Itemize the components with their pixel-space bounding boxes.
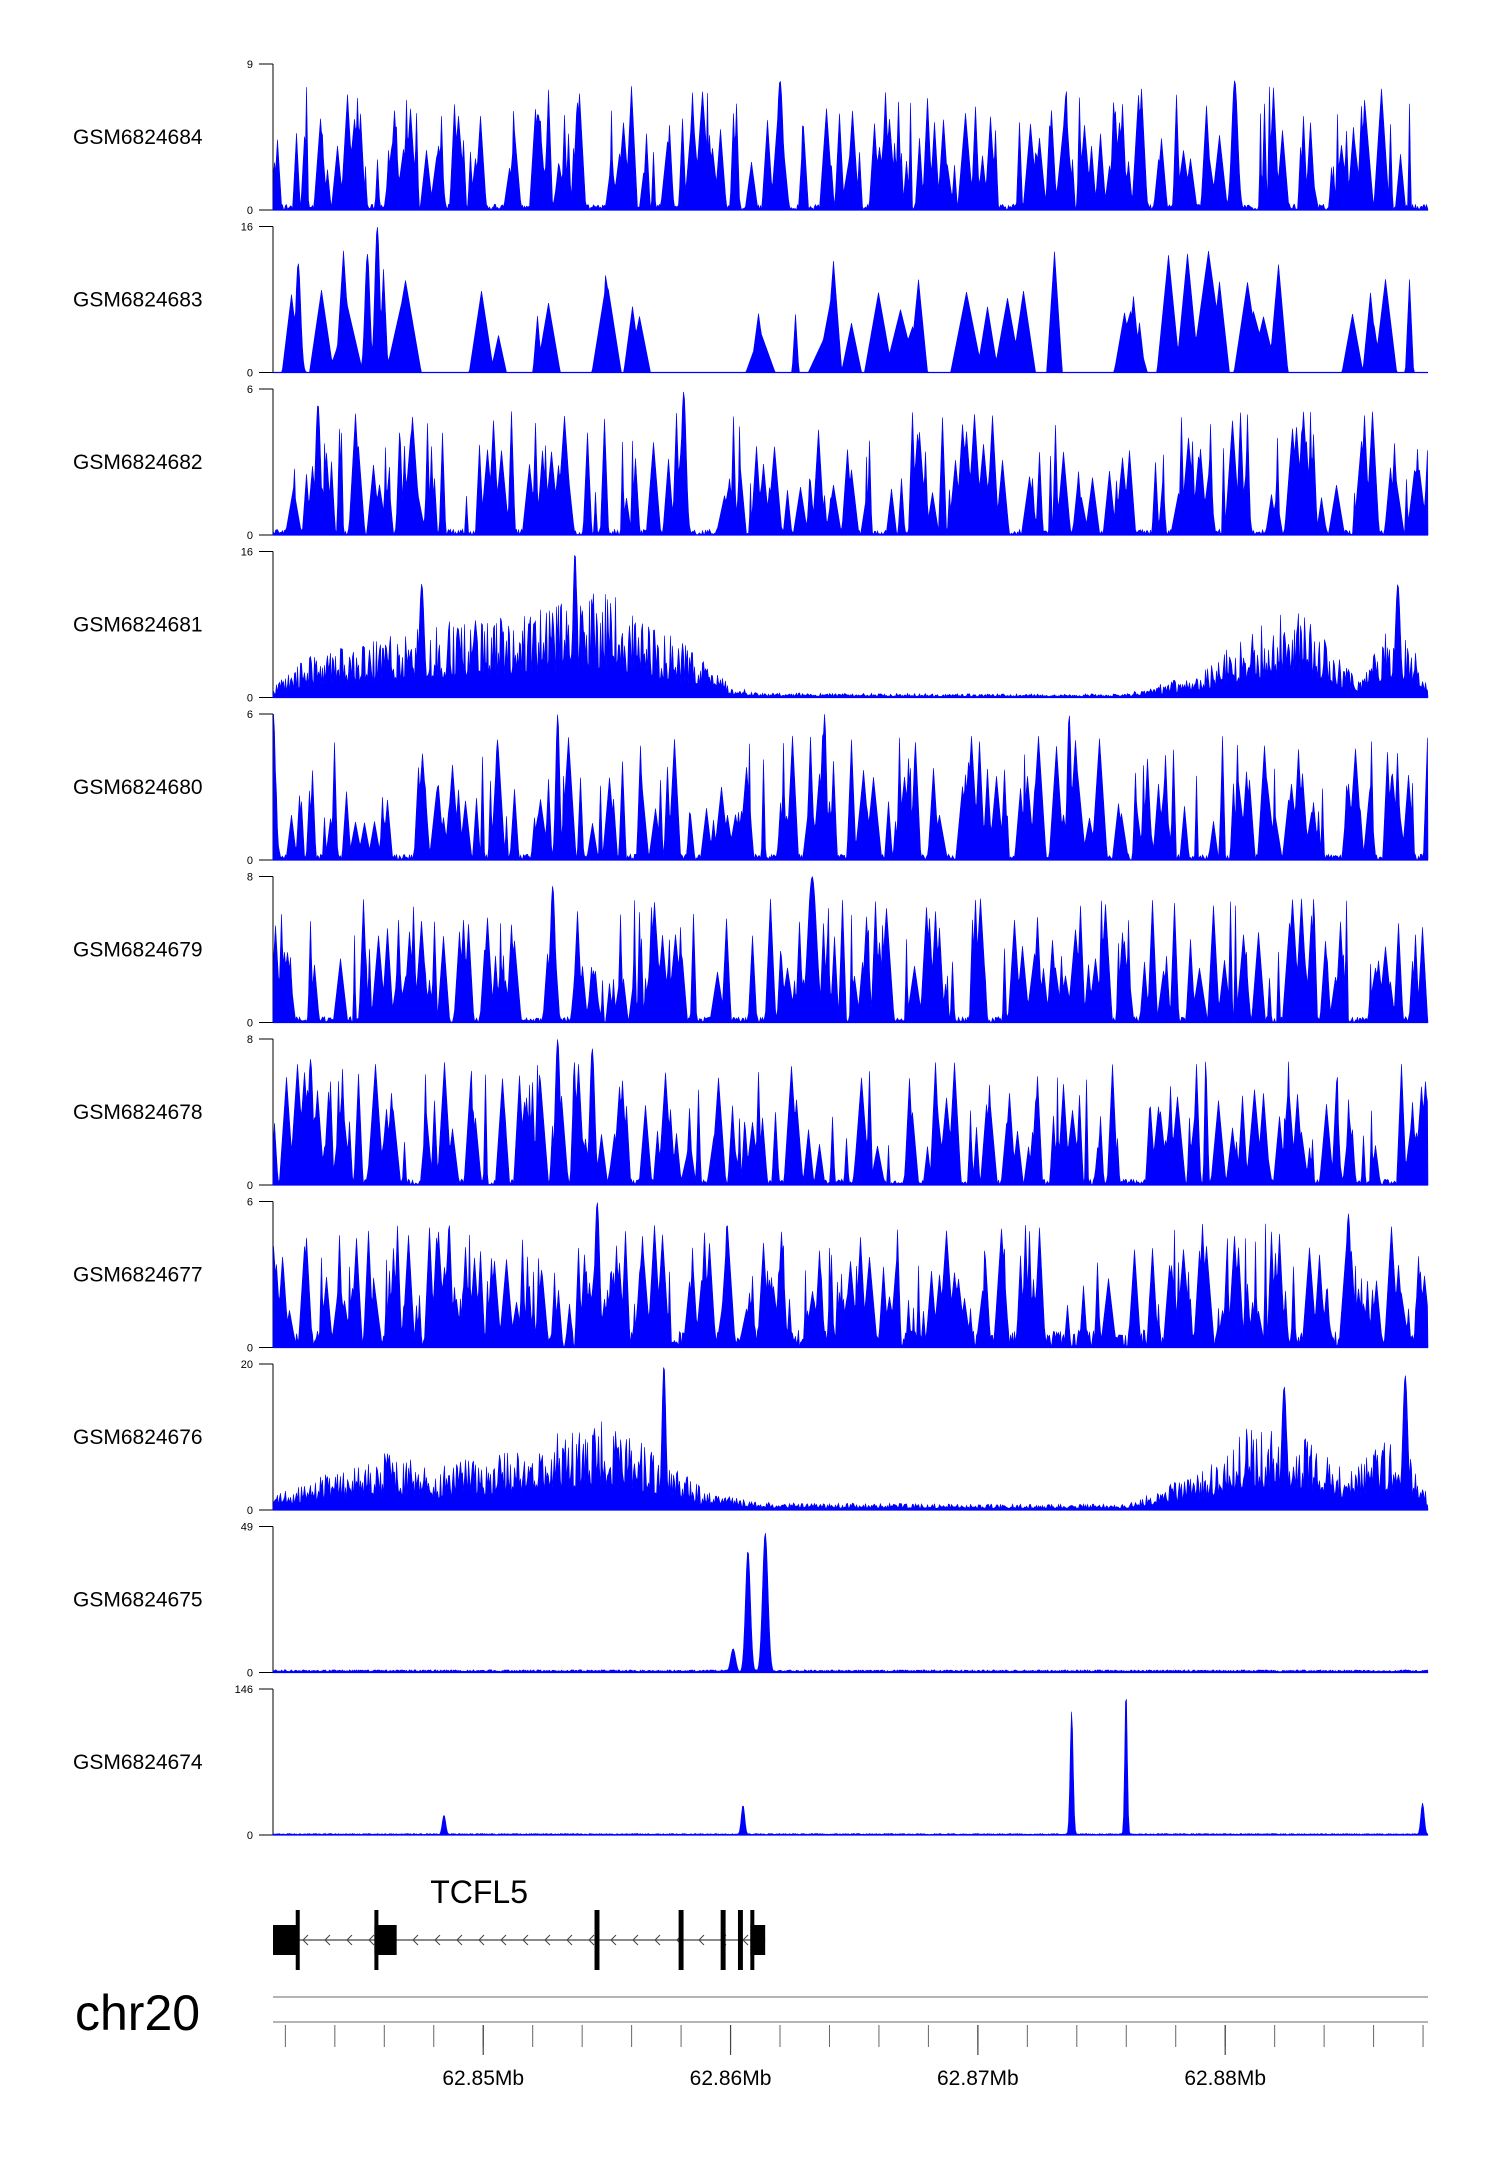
track-ymin-label: 0 bbox=[247, 1668, 253, 1680]
track-ymax-label: 49 bbox=[241, 1522, 253, 1534]
track-GSM6824684: GSM6824684 9 0 bbox=[73, 59, 1429, 217]
track-signal-area bbox=[272, 713, 1429, 861]
track-label: GSM6824675 bbox=[73, 1589, 203, 1612]
track-ymax-label: 8 bbox=[247, 1034, 253, 1046]
strand-arrow bbox=[632, 1934, 639, 1946]
gene-exon bbox=[720, 1910, 726, 1970]
gene-exon bbox=[594, 1910, 600, 1970]
gene-exon-edge bbox=[295, 1910, 300, 1970]
track-signal-area bbox=[272, 876, 1429, 1024]
strand-arrow bbox=[478, 1934, 485, 1946]
track-ymin-label: 0 bbox=[247, 1343, 253, 1355]
track-ymax-label: 20 bbox=[241, 1359, 253, 1371]
track-label: GSM6824676 bbox=[73, 1426, 203, 1449]
track-label: GSM6824677 bbox=[73, 1264, 203, 1287]
track-label: GSM6824681 bbox=[73, 614, 203, 637]
track-signal-area bbox=[272, 1699, 1429, 1836]
genome-axis: chr20 62.85Mb 62.86Mb 62.87Mb 62.88Mb bbox=[75, 1985, 1428, 2090]
track-label: GSM6824684 bbox=[73, 126, 203, 149]
track-signal-area bbox=[272, 1367, 1429, 1511]
track-ymin-label: 0 bbox=[247, 205, 253, 217]
track-GSM6824680: GSM6824680 6 0 bbox=[73, 709, 1429, 867]
strand-arrow bbox=[368, 1934, 375, 1946]
track-ymax-label: 16 bbox=[241, 222, 253, 234]
axis-tick-label: 62.87Mb bbox=[937, 2067, 1019, 2090]
track-label: GSM6824683 bbox=[73, 289, 203, 312]
track-GSM6824683: GSM6824683 16 0 bbox=[73, 222, 1428, 380]
track-signal-area bbox=[272, 391, 1429, 536]
track-ymax-label: 9 bbox=[247, 59, 253, 71]
strand-arrow bbox=[610, 1934, 617, 1946]
gene-exon-edge bbox=[374, 1910, 379, 1970]
track-signal-area bbox=[272, 554, 1429, 698]
track-GSM6824678: GSM6824678 8 0 bbox=[73, 1034, 1429, 1192]
gene-exon bbox=[374, 1925, 397, 1955]
strand-arrow bbox=[346, 1934, 353, 1946]
track-label: GSM6824682 bbox=[73, 451, 203, 474]
gene-model-track: TCFL5 bbox=[273, 1874, 766, 1970]
strand-arrow bbox=[324, 1934, 331, 1946]
gene-exon bbox=[273, 1925, 298, 1955]
track-ymin-label: 0 bbox=[247, 693, 253, 705]
track-ymax-label: 8 bbox=[247, 872, 253, 884]
strand-arrow bbox=[500, 1934, 507, 1946]
track-GSM6824674: GSM6824674 146 0 bbox=[73, 1684, 1429, 1842]
axis-tick-label: 62.86Mb bbox=[690, 2067, 772, 2090]
track-ymax-label: 6 bbox=[247, 384, 253, 396]
track-signal-area bbox=[273, 226, 1428, 373]
axis-tick-label: 62.85Mb bbox=[442, 2067, 524, 2090]
track-ymin-label: 0 bbox=[247, 1505, 253, 1517]
track-ymin-label: 0 bbox=[247, 1180, 253, 1192]
track-ymin-label: 0 bbox=[247, 368, 253, 380]
gene-exon bbox=[678, 1910, 684, 1970]
track-signal-area bbox=[272, 1039, 1429, 1186]
track-GSM6824679: GSM6824679 8 0 bbox=[73, 872, 1429, 1030]
track-GSM6824682: GSM6824682 6 0 bbox=[73, 384, 1429, 542]
strand-arrow bbox=[566, 1934, 573, 1946]
track-label: GSM6824679 bbox=[73, 939, 203, 962]
strand-arrow bbox=[522, 1934, 529, 1946]
track-ymax-label: 6 bbox=[247, 1197, 253, 1209]
track-signal-area bbox=[272, 1533, 1429, 1673]
gene-exon bbox=[737, 1910, 743, 1970]
gene-name-label: TCFL5 bbox=[430, 1874, 528, 1910]
track-signal-area bbox=[272, 80, 1429, 211]
strand-arrow bbox=[698, 1934, 705, 1946]
strand-arrow bbox=[412, 1934, 419, 1946]
strand-arrow bbox=[588, 1934, 595, 1946]
track-label: GSM6824680 bbox=[73, 776, 203, 799]
track-label: GSM6824678 bbox=[73, 1101, 203, 1124]
track-ymin-label: 0 bbox=[247, 530, 253, 542]
track-GSM6824677: GSM6824677 6 0 bbox=[73, 1197, 1429, 1355]
track-GSM6824675: GSM6824675 49 0 bbox=[73, 1522, 1429, 1680]
track-GSM6824681: GSM6824681 16 0 bbox=[73, 547, 1429, 705]
track-ymax-label: 146 bbox=[235, 1684, 253, 1696]
track-signal-area bbox=[272, 1202, 1429, 1348]
track-ymax-label: 16 bbox=[241, 547, 253, 559]
strand-arrow bbox=[456, 1934, 463, 1946]
strand-arrow bbox=[302, 1934, 309, 1946]
track-ymin-label: 0 bbox=[247, 1830, 253, 1842]
strand-arrow bbox=[742, 1934, 749, 1946]
strand-arrow bbox=[654, 1934, 661, 1946]
track-ymax-label: 6 bbox=[247, 709, 253, 721]
gene-exon-edge bbox=[750, 1910, 755, 1970]
track-ymin-label: 0 bbox=[247, 1018, 253, 1030]
signal-tracks: GSM682468490GSM6824683160GSM682468260GSM… bbox=[73, 59, 1429, 1842]
chromosome-label: chr20 bbox=[75, 1985, 200, 2041]
track-GSM6824676: GSM6824676 20 0 bbox=[73, 1359, 1429, 1517]
axis-tick-label: 62.88Mb bbox=[1184, 2067, 1266, 2090]
track-ymin-label: 0 bbox=[247, 855, 253, 867]
strand-arrow bbox=[434, 1934, 441, 1946]
track-label: GSM6824674 bbox=[73, 1751, 203, 1774]
strand-arrow bbox=[544, 1934, 551, 1946]
